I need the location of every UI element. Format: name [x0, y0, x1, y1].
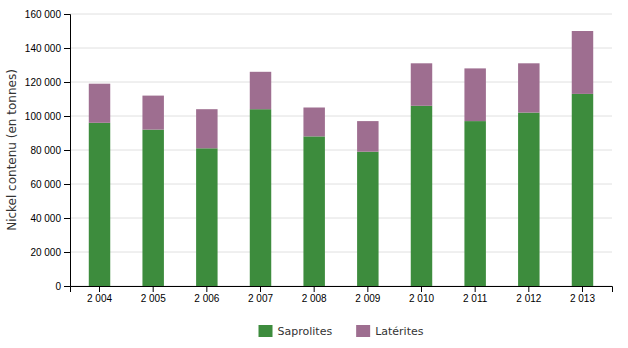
- y-tick-mark: [64, 184, 70, 185]
- x-tick-label: 2 006: [194, 293, 219, 304]
- bars: [89, 31, 593, 286]
- y-tick: 60 000: [30, 179, 70, 190]
- x-tick: 2 008: [302, 286, 327, 304]
- plot: 0 20 000 40 000 60 000 80 000 100 000 120 000 1…: [25, 9, 613, 304]
- x-tick: 2 011: [463, 286, 488, 304]
- y-tick-label: 40 000: [30, 213, 61, 224]
- x-tick-mark: [99, 286, 100, 292]
- x-tick-label: 2 008: [302, 293, 327, 304]
- y-tick-label: 20 000: [30, 247, 61, 258]
- x-tick-label: 2 004: [87, 293, 112, 304]
- x-tick-mark: [582, 286, 583, 292]
- x-tick-mark: [421, 286, 422, 292]
- y-tick-mark: [64, 252, 70, 253]
- y-tick: 160 000: [25, 9, 70, 20]
- y-tick-label: 120 000: [25, 77, 62, 88]
- grid-line: [70, 14, 612, 15]
- x-tick-label: 2 010: [409, 293, 434, 304]
- bar: [357, 152, 378, 286]
- x-tick: 2 004: [87, 286, 112, 304]
- legend-item: Saprolites: [259, 325, 333, 338]
- x-axis-line: [71, 287, 613, 293]
- bar: [142, 96, 163, 130]
- x-tick: 2 013: [570, 286, 595, 304]
- chart: 0 20 000 40 000 60 000 80 000 100 000 120 000 1…: [0, 0, 628, 348]
- y-tick: 140 000: [25, 43, 70, 54]
- legend-swatch: [356, 325, 370, 337]
- y-axis: 0 20 000 40 000 60 000 80 000 100 000 120 000 1…: [25, 9, 71, 292]
- x-tick-label: 2 011: [463, 293, 488, 304]
- x-tick: 2 006: [194, 286, 219, 304]
- grid-line: [70, 48, 612, 49]
- legend-label: Saprolites: [278, 325, 333, 338]
- y-axis-line: [64, 15, 71, 287]
- y-tick-label: 80 000: [30, 145, 61, 156]
- bar: [303, 136, 324, 286]
- x-tick-label: 2 013: [570, 293, 595, 304]
- y-tick-mark: [64, 82, 70, 83]
- grid: [70, 14, 612, 286]
- legend: Saprolites Latérites: [259, 325, 424, 338]
- x-tick-mark: [206, 286, 207, 292]
- y-tick-mark: [64, 116, 70, 117]
- bar: [464, 68, 485, 121]
- bar: [89, 123, 110, 286]
- bar-series: [89, 94, 593, 286]
- y-tick-label: 160 000: [25, 9, 62, 20]
- bar: [464, 121, 485, 286]
- bar: [518, 113, 539, 286]
- x-tick-label: 2 012: [516, 293, 541, 304]
- bar: [357, 121, 378, 152]
- bar: [196, 148, 217, 286]
- y-tick-mark: [64, 48, 70, 49]
- x-tick: 2 010: [409, 286, 434, 304]
- y-tick: 20 000: [30, 247, 70, 258]
- y-tick: 120 000: [25, 77, 70, 88]
- y-axis-label: Nickel contenu (en tonnes): [5, 69, 19, 231]
- x-tick: 2 007: [248, 286, 273, 304]
- x-tick-mark: [260, 286, 261, 292]
- x-tick-mark: [367, 286, 368, 292]
- y-tick: 80 000: [30, 145, 70, 156]
- x-tick-mark: [528, 286, 529, 292]
- x-tick: 2 009: [355, 286, 380, 304]
- x-tick-mark: [314, 286, 315, 292]
- y-tick-label: 140 000: [25, 43, 62, 54]
- x-tick: 2 005: [141, 286, 166, 304]
- bar: [89, 84, 110, 123]
- bar: [250, 72, 271, 109]
- x-tick: 2 012: [516, 286, 541, 304]
- legend-item: Latérites: [356, 325, 424, 338]
- x-tick-label: 2 007: [248, 293, 273, 304]
- bar: [142, 130, 163, 286]
- bar: [196, 109, 217, 148]
- y-tick-label: 0: [55, 281, 61, 292]
- bar-series: [89, 31, 593, 152]
- y-tick: 40 000: [30, 213, 70, 224]
- bar: [572, 94, 593, 286]
- bar: [411, 63, 432, 106]
- y-tick-label: 100 000: [25, 111, 62, 122]
- bar: [250, 109, 271, 286]
- y-tick-mark: [64, 218, 70, 219]
- x-tick-label: 2 005: [141, 293, 166, 304]
- y-tick-label: 60 000: [30, 179, 61, 190]
- x-tick-mark: [153, 286, 154, 292]
- y-tick-mark: [64, 14, 70, 15]
- legend-label: Latérites: [375, 325, 424, 338]
- bar: [572, 31, 593, 94]
- bar: [303, 108, 324, 137]
- y-tick-mark: [64, 150, 70, 151]
- x-tick-mark: [475, 286, 476, 292]
- legend-swatch: [259, 325, 273, 337]
- y-tick-mark: [64, 286, 70, 287]
- bar: [411, 106, 432, 286]
- bar: [518, 63, 539, 112]
- x-tick-label: 2 009: [355, 293, 380, 304]
- y-tick: 100 000: [25, 111, 70, 122]
- y-tick: 0: [55, 281, 70, 292]
- x-axis: 2 004 2 005 2 006 2 007 2 008 2 009 2 010 2 011…: [71, 286, 613, 304]
